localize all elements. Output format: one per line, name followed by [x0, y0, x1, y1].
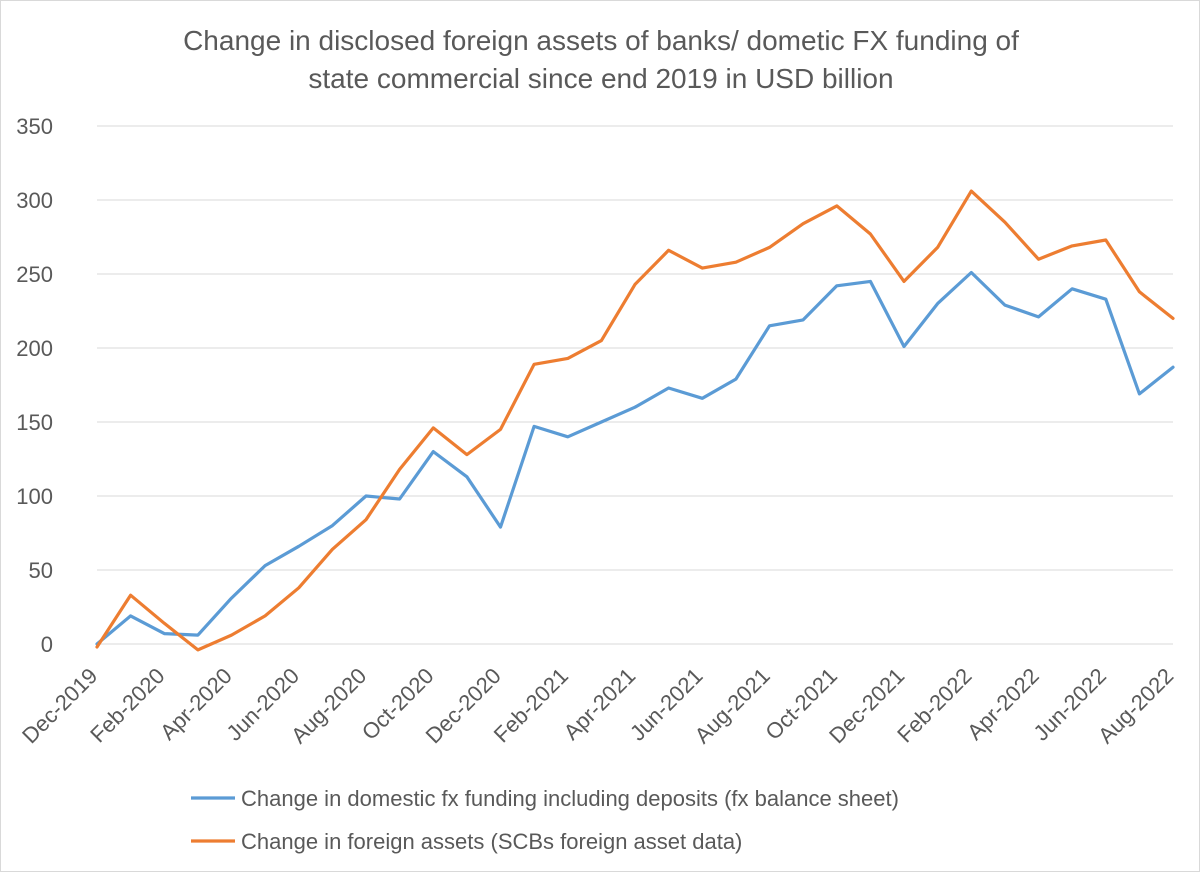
x-axis-ticks: Dec-2019Feb-2020Apr-2020Jun-2020Aug-2020… — [17, 663, 1178, 748]
legend-label-2: Change in foreign assets (SCBs foreign a… — [241, 829, 742, 854]
chart-title-line-2: state commercial since end 2019 in USD b… — [308, 63, 893, 94]
x-tick-label: Apr-2022 — [962, 663, 1044, 745]
series-line-1 — [95, 270, 1175, 646]
series-line-2 — [95, 189, 1175, 652]
y-axis-ticks: 0 50 100 150 200 250 300 350 — [16, 114, 53, 657]
x-tick-label: Feb-2020 — [85, 663, 169, 747]
x-tick-label: Apr-2021 — [559, 663, 641, 745]
series-lines — [95, 189, 1175, 652]
y-tick-label: 250 — [16, 262, 53, 287]
y-tick-label: 50 — [29, 558, 53, 583]
x-tick-label: Feb-2021 — [489, 663, 573, 747]
x-tick-label: Dec-2019 — [17, 663, 102, 748]
legend: Change in domestic fx funding including … — [191, 786, 899, 854]
x-tick-label: Feb-2022 — [892, 663, 976, 747]
chart-title-line-1: Change in disclosed foreign assets of ba… — [183, 25, 1019, 56]
y-tick-label: 150 — [16, 410, 53, 435]
y-tick-label: 0 — [41, 632, 53, 657]
gridlines — [97, 125, 1173, 645]
y-tick-label: 100 — [16, 484, 53, 509]
y-tick-label: 350 — [16, 114, 53, 139]
legend-label-1: Change in domestic fx funding including … — [241, 786, 899, 811]
y-tick-label: 300 — [16, 188, 53, 213]
y-tick-label: 200 — [16, 336, 53, 361]
chart-title: Change in disclosed foreign assets of ba… — [183, 25, 1019, 94]
x-tick-label: Apr-2020 — [155, 663, 237, 745]
